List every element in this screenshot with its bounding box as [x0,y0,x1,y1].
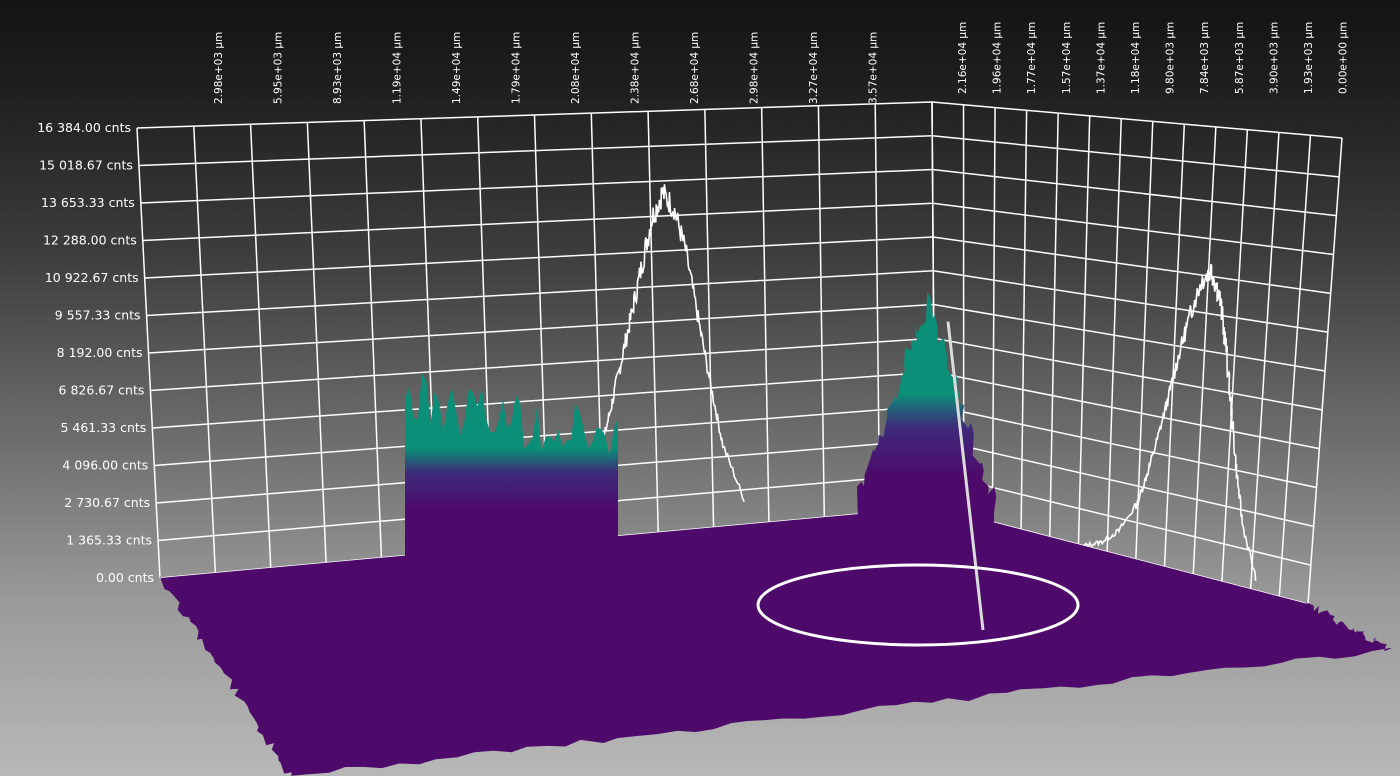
x-tick-label: 2.98e+03 µm [213,32,225,104]
x-tick-label: 8.93e+03 µm [332,32,344,104]
back-wall-gridline [306,122,327,563]
y-tick-label: 3.90e+03 µm [1268,22,1280,94]
right-wall-gridline [991,107,996,522]
x-tick-label: 3.27e+04 µm [808,32,820,104]
y-tick-label: 1.77e+04 µm [1026,22,1038,94]
x-tick-label: 2.68e+04 µm [689,32,701,104]
back-wall-gridline [193,126,217,573]
right-wall-gridline [1077,115,1091,545]
y-tick-label: 1.96e+04 µm [992,22,1004,94]
right-wall-gridline [934,405,1317,489]
z-tick-label: 0.00 cnts [96,570,154,585]
right-wall-gridline [931,101,1343,139]
right-wall-gridline [932,135,1340,178]
y-tick-label: 9.80e+03 µm [1165,22,1177,94]
x-tick-label: 2.38e+04 µm [630,32,642,104]
surface-features [405,292,1080,647]
surface-floor [159,507,1393,776]
x-tick-label: 1.49e+04 µm [451,32,463,104]
y-tick-label: 1.93e+03 µm [1303,22,1315,94]
z-tick-label: 10 922.67 cnts [45,270,139,285]
back-wall-grid [136,101,936,579]
z-tick-label: 8 192.00 cnts [57,345,143,360]
y-tick-label: 7.84e+03 µm [1199,22,1211,94]
z-tick-label: 5 461.33 cnts [60,420,146,435]
peak-feature [857,292,997,590]
z-tick-label: 12 288.00 cnts [43,233,137,248]
y-tick-label: 1.18e+04 µm [1130,22,1142,94]
z-tick-label: 4 096.00 cnts [62,458,148,473]
back-wall-gridline [363,120,383,558]
floor-surface [159,507,1393,776]
y-tick-label: 1.37e+04 µm [1095,22,1107,94]
z-tick-label: 2 730.67 cnts [64,495,150,510]
y-axis-tick-labels: 2.16e+04 µm 1.96e+04 µm 1.77e+04 µm 1.57e+0… [957,22,1350,94]
y-tick-label: 0.00e+00 µm [1338,22,1350,94]
x-tick-label: 3.57e+04 µm [868,32,880,104]
z-tick-label: 1 365.33 cnts [66,533,152,548]
right-wall-gridline [933,270,1328,333]
back-wall-gridline [136,127,161,579]
right-wall-gridline [933,303,1326,372]
right-wall-gridline [934,438,1314,528]
right-wall-gridline [932,236,1331,295]
x-axis-tick-labels: 2.98e+03 µm 5.95e+03 µm 8.93e+03 µm 1.19e+0… [213,32,880,104]
back-wall-gridline [704,109,715,528]
right-wall-gridline [933,337,1323,411]
right-wall-gridline [1020,110,1028,530]
right-wall-gridline [933,371,1320,450]
right-wall-gridline [1163,124,1186,567]
right-wall-gridline [1221,129,1249,582]
y-profile-line [1083,263,1257,581]
right-wall-gridline [1307,137,1343,605]
back-wall-gridline [760,107,770,523]
x-tick-label: 1.79e+04 µm [511,32,523,104]
x-tick-label: 1.19e+04 µm [392,32,404,104]
z-tick-label: 16 384.00 cnts [37,120,131,135]
y-tick-label: 1.57e+04 µm [1061,22,1073,94]
right-wall-gridline [1278,135,1312,597]
z-tick-label: 15 018.67 cnts [39,158,133,173]
right-wall-gridline [1135,121,1154,560]
z-tick-label: 9 557.33 cnts [55,308,141,323]
x-tick-label: 2.08e+04 µm [570,32,582,104]
x-tick-label: 5.95e+03 µm [273,32,285,104]
x-tick-label: 2.98e+04 µm [749,32,761,104]
back-wall-gridline [647,111,659,533]
z-axis-tick-labels: 0.00 cnts 1 365.33 cnts 2 730.67 cnts 4 096… [37,120,154,585]
right-wall-gridline [932,202,1334,256]
peak-base-ring [756,563,1080,647]
right-wall-gridline [1049,113,1059,537]
right-wall-gridline [934,472,1312,566]
z-tick-label: 13 653.33 cnts [41,195,135,210]
back-wall-gridline [249,124,272,568]
z-tick-label: 6 826.67 cnts [59,383,145,398]
y-tick-label: 2.16e+04 µm [957,22,969,94]
back-wall-gridline [817,105,826,518]
right-wall-grid [931,101,1343,605]
right-wall-gridline [932,168,1337,217]
y-tick-label: 5.87e+03 µm [1234,22,1246,94]
right-wall-gridline [1249,132,1280,590]
right-wall-gridline [1192,126,1217,575]
plateau-feature [405,373,618,594]
peak-ridge-line [946,321,985,631]
right-wall-gridline [1106,118,1122,552]
